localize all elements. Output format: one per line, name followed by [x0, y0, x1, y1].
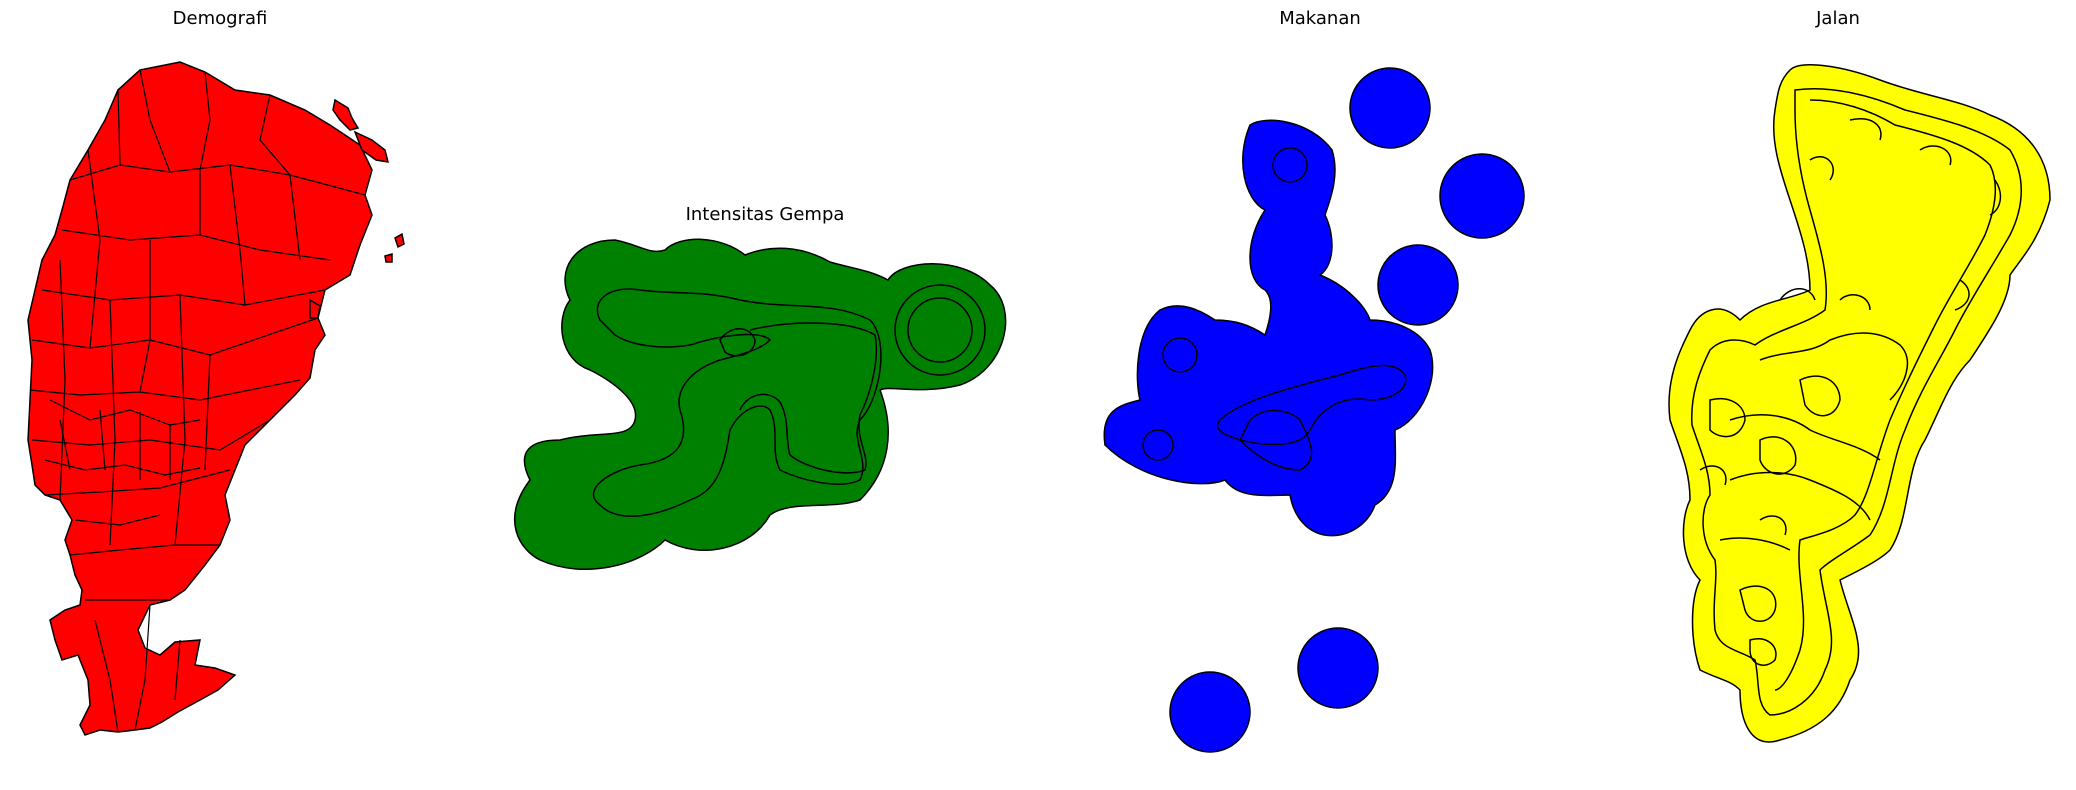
- panel-makanan: Makanan: [1070, 0, 1570, 790]
- demografi-mainland: [27, 61, 373, 736]
- demografi-island-4: [384, 253, 393, 263]
- gempa-contour-3: [719, 328, 756, 357]
- jalan-contour-4: [1709, 375, 1841, 475]
- makanan-circle-2: [1439, 153, 1525, 239]
- gempa-contour-ring-inner: [907, 297, 973, 363]
- jalan-contour-1: [1691, 87, 2022, 716]
- makanan-contour-2: [1239, 409, 1313, 471]
- jalan-contour-7: [1699, 288, 1871, 536]
- makanan-contours: [1142, 147, 1407, 471]
- panel-demografi: Demografi: [0, 0, 440, 790]
- jalan-outer-buffer: [1668, 64, 2051, 743]
- jalan-contour-6: [1739, 585, 1777, 666]
- makanan-circle-3: [1377, 244, 1459, 326]
- makanan-contour-1: [1216, 364, 1407, 446]
- panel-intensitas-gempa: Intensitas Gempa: [500, 0, 1030, 790]
- intensitas-gempa-map: [513, 238, 1007, 571]
- gempa-contour-ring-outer: [894, 284, 986, 376]
- gempa-contour-2: [739, 322, 878, 474]
- jalan-contour-2: [1774, 99, 1997, 691]
- makanan-contour-small-3: [1142, 429, 1174, 461]
- demografi-boundaries: [29, 69, 366, 733]
- makanan-contour-small-2: [1162, 337, 1198, 373]
- jalan-contour-3: [1719, 332, 1909, 551]
- gempa-contour-1: [592, 288, 882, 517]
- makanan-contour-small-1: [1272, 147, 1308, 183]
- demografi-island-1: [332, 98, 360, 131]
- makanan-map: [1103, 67, 1525, 753]
- gempa-outer-zone: [513, 238, 1007, 571]
- panel-title-intensitas-gempa: Intensitas Gempa: [685, 204, 845, 225]
- makanan-clusters: [1103, 67, 1525, 753]
- jalan-buffer-contours: [1691, 87, 2022, 716]
- jalan-contour-5: [1809, 118, 2002, 311]
- demografi-regions: [27, 61, 405, 736]
- makanan-circle-1: [1349, 67, 1431, 149]
- makanan-circle-4: [1297, 627, 1379, 709]
- panel-jalan: Jalan: [1600, 0, 2076, 790]
- intensitas-gempa-zones: [513, 238, 1007, 571]
- jalan-map: [1668, 64, 2051, 743]
- demografi-island-2: [353, 130, 390, 163]
- demografi-map: [27, 61, 405, 736]
- makanan-main-cluster: [1103, 119, 1434, 537]
- panel-title-demografi: Demografi: [172, 8, 268, 29]
- jalan-buffer-fill: [1668, 64, 2051, 743]
- demografi-island-3: [394, 232, 405, 249]
- makanan-circle-5: [1169, 671, 1251, 753]
- panel-title-makanan: Makanan: [1279, 8, 1361, 29]
- panel-title-jalan: Jalan: [1816, 8, 1860, 29]
- intensitas-gempa-contours: [592, 284, 986, 517]
